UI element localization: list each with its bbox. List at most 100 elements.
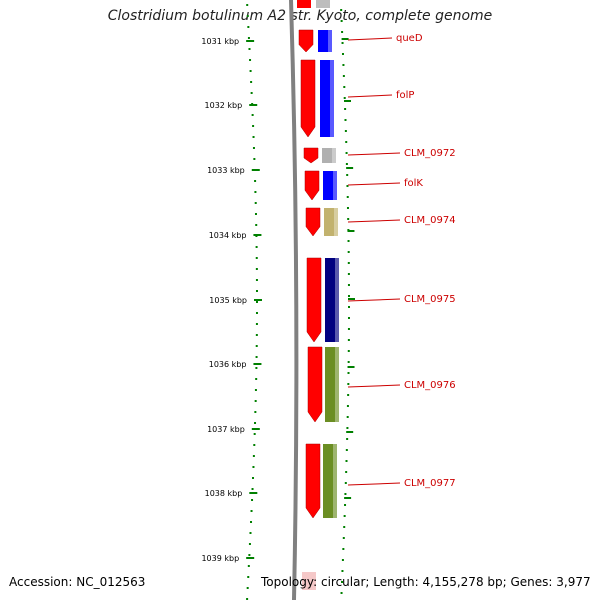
ruler-dot [255, 312, 258, 314]
ring-dot [347, 251, 350, 253]
cog-highlight [330, 60, 334, 137]
ring-dot [344, 108, 347, 110]
outer-dotted-ring [246, 4, 350, 600]
cog-highlight [333, 444, 337, 518]
ruler-dot [250, 521, 253, 523]
frame-arrow [300, 59, 316, 138]
frame-arrow [304, 170, 320, 201]
ring-dot [346, 207, 349, 209]
ruler-dot [255, 345, 258, 347]
cog-block [325, 347, 339, 422]
ruler-dot [252, 466, 255, 468]
ruler-dot [254, 411, 257, 413]
ruler-dot [247, 26, 250, 28]
ring-dot [347, 262, 350, 264]
frame-arrow [303, 147, 319, 164]
label-leader-line [347, 298, 401, 302]
ring-tick [346, 431, 354, 433]
genome-stats-text: Topology: circular; Length: 4,155,278 bp… [261, 575, 591, 589]
ring-dot [342, 75, 345, 77]
ruler-dot [246, 4, 249, 6]
ring-dot [343, 515, 346, 517]
ring-tick [347, 230, 355, 232]
ruler-dot [255, 301, 258, 303]
cog-highlight [335, 347, 339, 422]
ruler-dot [251, 114, 254, 116]
ring-dot [345, 460, 348, 462]
ruler-dot [254, 422, 257, 424]
frame-arrow [307, 346, 323, 423]
cog-block [323, 171, 337, 200]
ring-dot [347, 284, 350, 286]
label-leader-line [347, 94, 393, 98]
ring-dot [340, 592, 343, 594]
cog-block [316, 0, 330, 8]
ruler-dot [246, 587, 249, 589]
ring-dot [342, 64, 345, 66]
ring-dot [341, 570, 344, 572]
ring-dot [340, 9, 343, 11]
ruler-dot [252, 136, 255, 138]
ruler-tick-label: 1036 kbp [209, 360, 247, 369]
ring-dot [341, 42, 344, 44]
ring-tick [347, 298, 355, 300]
backbone-arc [289, 0, 299, 600]
ring-dot [344, 504, 347, 506]
frame-arrow [298, 29, 314, 53]
ruler-dot [247, 565, 250, 567]
ruler-tick [246, 557, 255, 559]
gene-labels: queD folP CLM_0972 folK CLM_0974 CLM_0975 CLM_… [347, 33, 456, 489]
ring-dot [345, 471, 348, 473]
cog-highlight [334, 208, 338, 236]
gene-label: CLM_0974 [404, 215, 456, 226]
ring-tick [346, 167, 354, 169]
ring-tick [341, 38, 349, 40]
ruler-tick [251, 169, 260, 171]
ruler-tick-label: 1033 kbp [207, 166, 245, 175]
ruler-dot [250, 92, 253, 94]
cog-highlight [332, 148, 336, 163]
ring-tick [344, 497, 352, 499]
ring-dot [346, 438, 349, 440]
ruler-dot [249, 532, 252, 534]
ring-dot [347, 317, 350, 319]
gene-label: CLM_0972 [404, 148, 456, 159]
ring-dot [347, 306, 350, 308]
ring-tick [344, 100, 351, 102]
ruler-tick [251, 428, 260, 430]
ruler-dot [255, 257, 258, 259]
frame-block [302, 572, 316, 590]
ruler-tick [246, 40, 255, 42]
ring-dot [344, 493, 347, 495]
ruler-dot [255, 224, 258, 226]
ruler-dot [248, 48, 251, 50]
ruler-tick-label: 1037 kbp [207, 425, 245, 434]
ring-dot [346, 405, 349, 407]
accession-text: Accession: NC_012563 [9, 575, 146, 589]
cog-block [320, 60, 334, 137]
ring-dot [347, 339, 350, 341]
ruler-dot [249, 70, 252, 72]
frame-arrow [305, 443, 321, 519]
ruler-dot [253, 444, 256, 446]
gene-label: folP [396, 90, 414, 101]
ruler-tick-label: 1038 kbp [205, 489, 243, 498]
ruler-tick-label: 1035 kbp [209, 296, 247, 305]
gene-label: folK [404, 178, 423, 189]
ring-dot [346, 185, 349, 187]
ruler-dot [255, 367, 258, 369]
ruler-dot [250, 510, 253, 512]
ring-dot [345, 163, 348, 165]
frame-arrow [306, 257, 322, 343]
ring-dot [345, 141, 348, 143]
ruler-dot [255, 334, 258, 336]
ring-dot [344, 130, 347, 132]
ruler-dot [250, 81, 253, 83]
cog-highlight [333, 171, 337, 200]
ruler-dot [252, 477, 255, 479]
map-title: Clostridium botulinum A2 str. Kyoto, com… [107, 8, 493, 24]
ruler-dot [247, 576, 250, 578]
ring-dot [346, 174, 349, 176]
ring-dot [346, 196, 349, 198]
ruler-dot [249, 59, 252, 61]
